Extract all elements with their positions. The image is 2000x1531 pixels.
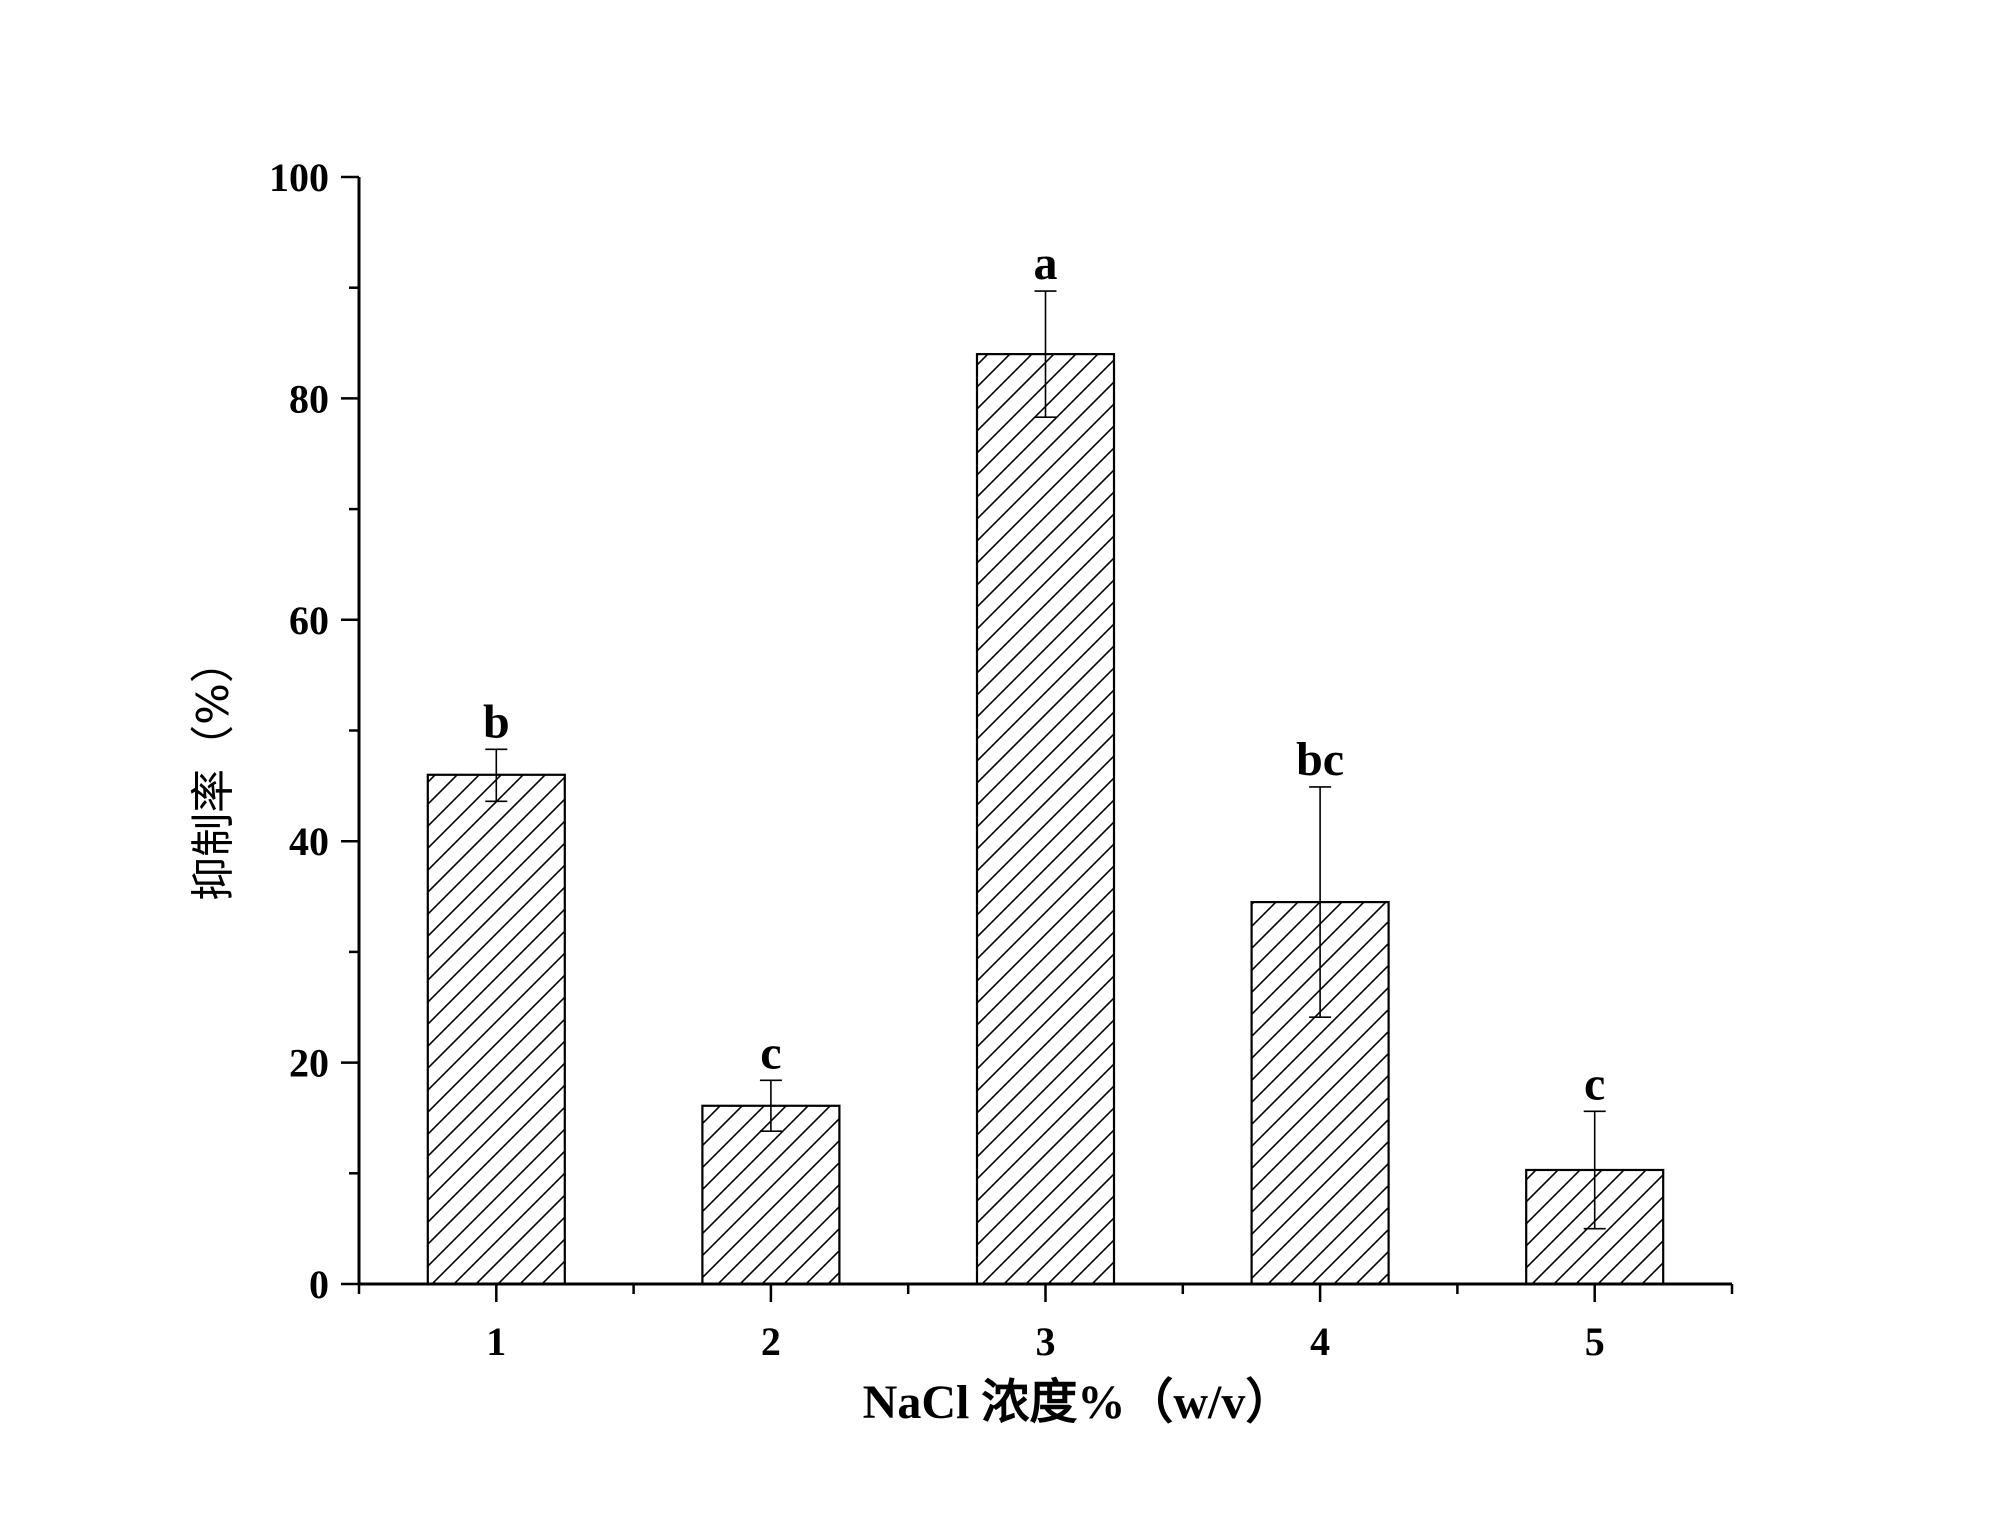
y-tick-label-80: 80 [289,376,329,421]
y-tick-label-40: 40 [289,819,329,864]
error-bar-3 [1034,290,1057,419]
error-bar-1 [485,748,508,803]
bars [426,353,1665,1286]
significance-label-4: bc [1296,733,1344,786]
axes [341,175,1734,1302]
significance-label-2: c [760,1026,781,1079]
x-tick-label-5: 5 [1585,1319,1605,1364]
y-axis-title: 抑制率（%） [188,639,239,901]
bar-1 [426,773,566,1286]
error-bar-2 [759,1079,782,1133]
y-tick-label-20: 20 [289,1041,329,1086]
bar-3 [975,353,1116,1286]
x-tick-label-3: 3 [1036,1319,1056,1364]
error-bar-5 [1583,1110,1606,1230]
x-axis-title: NaCl 浓度%（w/v） [863,1376,1294,1429]
y-tick-label-0: 0 [309,1262,329,1307]
error-bar-4 [1309,786,1332,1019]
significance-label-5: c [1584,1057,1605,1110]
error-bars [485,290,1606,1230]
significance-label-3: a [1034,237,1058,290]
x-tick-label-4: 4 [1310,1319,1330,1364]
x-tick-label-1: 1 [486,1319,506,1364]
x-tick-label-2: 2 [761,1319,781,1364]
bar-2 [701,1104,841,1286]
tick-labels: 1 2 3 4 5 0 20 40 60 80 100 [269,155,1605,1364]
significance-label-1: b [483,695,510,748]
y-tick-label-60: 60 [289,598,329,643]
y-tick-label-100: 100 [269,155,329,200]
